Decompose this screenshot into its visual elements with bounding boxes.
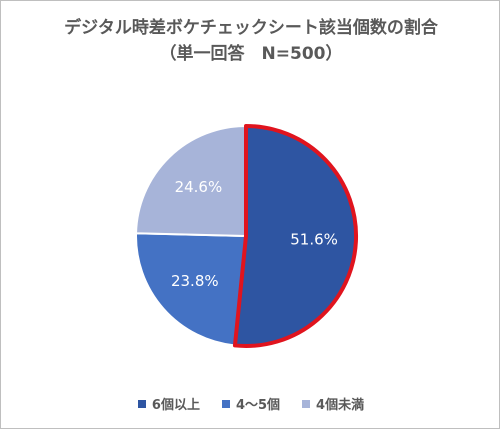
legend-swatch-4to5 (221, 399, 230, 408)
legend-label-6plus: 6個以上 (151, 398, 200, 413)
slice-6plus-highlight (232, 124, 359, 348)
legend-swatch-under4 (302, 399, 311, 408)
chart-title-block: デジタル時差ボケチェックシート該当個数の割合 （単一回答 N=500） (1, 15, 500, 67)
legend-item-under4: 4個未満 (302, 394, 364, 413)
chart-subtitle: （単一回答 N=500） (159, 44, 343, 64)
slice-4to5 (135, 232, 248, 347)
legend-item-6plus: 6個以上 (137, 394, 200, 413)
legend-label-4to5: 4～5個 (235, 398, 281, 413)
legend: 6個以上 4～5個 4個未満 (1, 394, 500, 413)
slice-under4 (135, 124, 247, 238)
legend-swatch-6plus (137, 399, 146, 408)
slice-label-4to5: 23.8% (171, 272, 219, 290)
chart-title: デジタル時差ボケチェックシート該当個数の割合 (64, 18, 438, 38)
legend-label-under4: 4個未満 (316, 398, 365, 413)
slice-label-6plus: 51.6% (290, 230, 338, 248)
legend-item-4to5: 4～5個 (221, 394, 281, 413)
slice-label-under4: 24.6% (175, 178, 223, 196)
